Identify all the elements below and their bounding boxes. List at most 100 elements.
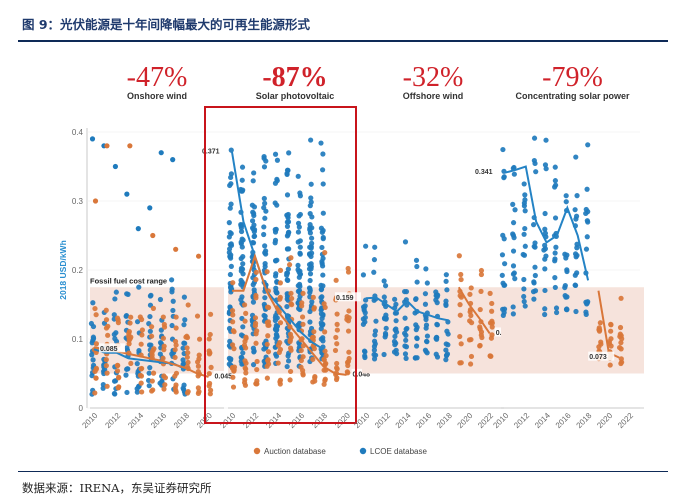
auction-point (597, 320, 603, 326)
lcoe-point (146, 383, 152, 389)
lcoe-point (90, 334, 97, 340)
lcoe-point (228, 147, 234, 153)
auction-point (185, 350, 191, 356)
x-tick-label: 2022 (476, 411, 495, 430)
lcoe-point (308, 137, 314, 143)
auction-point (458, 341, 464, 347)
lcoe-point (413, 343, 420, 349)
lcoe-point (573, 308, 579, 315)
auction-point (467, 291, 473, 297)
lcoe-point (262, 243, 268, 249)
lcoe-point (510, 304, 516, 310)
auction-point (345, 265, 351, 272)
lcoe-point (423, 266, 429, 272)
lcoe-point (402, 351, 409, 357)
lcoe-point (499, 272, 505, 278)
lcoe-point (318, 140, 324, 146)
auction-point (608, 328, 614, 334)
lcoe-point (113, 289, 119, 295)
auction-point (150, 305, 157, 311)
lcoe-point (285, 277, 291, 283)
lcoe-average-line (504, 165, 590, 281)
change-percent: -87% (262, 62, 327, 93)
auction-point (345, 358, 352, 365)
lcoe-point (297, 238, 303, 244)
auction-point (597, 327, 603, 333)
lcoe-point (285, 167, 291, 173)
lcoe-point (124, 389, 130, 396)
auction-point (345, 328, 352, 334)
auction-point (206, 336, 212, 342)
auction-point (206, 348, 212, 354)
legend-auction-label: Auction database (264, 447, 326, 456)
lcoe-point (444, 328, 450, 334)
lcoe-point (393, 301, 399, 307)
auction-point (616, 344, 623, 351)
lcoe-point (584, 186, 590, 192)
auction-point (322, 304, 328, 311)
value-label: 0.048 (353, 371, 371, 378)
lcoe-point (146, 370, 152, 376)
auction-point (277, 280, 283, 286)
lcoe-point (170, 307, 176, 314)
lcoe-point (522, 192, 528, 198)
lcoe-point (111, 331, 117, 338)
auction-point (103, 325, 110, 331)
auction-point (137, 314, 143, 320)
auction-point (344, 314, 350, 320)
lcoe-point (262, 215, 268, 221)
lcoe-point (531, 280, 537, 286)
auction-point (243, 370, 249, 376)
auction-point (149, 378, 155, 384)
lcoe-point (285, 211, 291, 218)
auction-point (208, 364, 214, 370)
lcoe-point (402, 343, 408, 349)
lcoe-point (123, 313, 129, 319)
lcoe-point (227, 271, 233, 278)
auction-point (264, 269, 270, 275)
auction-point (207, 311, 214, 317)
panel-title: Solar photovoltaic (256, 91, 335, 101)
lcoe-point (295, 262, 301, 269)
lcoe-point (552, 256, 558, 262)
lcoe-point (180, 345, 186, 351)
auction-point (253, 276, 259, 283)
auction-point (161, 321, 167, 328)
auction-point (127, 143, 133, 149)
lcoe-point (320, 181, 326, 187)
lcoe-point (307, 286, 313, 292)
change-percent: -79% (542, 62, 603, 93)
lcoe-point (511, 171, 517, 177)
lcoe-point (443, 352, 450, 359)
lcoe-point (240, 324, 246, 330)
auction-point (265, 349, 272, 355)
auction-point (231, 329, 237, 335)
lcoe-point (501, 175, 507, 181)
x-tick-label: 2014 (533, 411, 552, 430)
lcoe-point (112, 336, 118, 342)
lcoe-point (308, 195, 314, 201)
lcoe-point (306, 266, 313, 272)
auction-point (289, 302, 295, 308)
x-tick-label: 2014 (394, 411, 413, 430)
lcoe-point (320, 236, 326, 242)
lcoe-point (320, 151, 326, 157)
lcoe-point (402, 288, 408, 295)
value-label: 0.341 (475, 169, 493, 176)
lcoe-point (307, 308, 313, 315)
lcoe-point (227, 357, 234, 363)
auction-point (287, 337, 293, 343)
x-tick-label: 2018 (172, 411, 191, 430)
auction-point (150, 387, 156, 393)
lcoe-point (309, 214, 315, 220)
value-label: 0.159 (336, 295, 354, 302)
legend-auction-marker (253, 447, 261, 455)
lcoe-point (564, 252, 570, 258)
lcoe-point (511, 270, 517, 276)
lcoe-point (284, 303, 290, 310)
lcoe-point (381, 351, 387, 358)
y-tick-label: 0.2 (72, 266, 84, 275)
auction-point (333, 334, 339, 341)
auction-point (322, 250, 328, 256)
lcoe-point (123, 372, 129, 378)
